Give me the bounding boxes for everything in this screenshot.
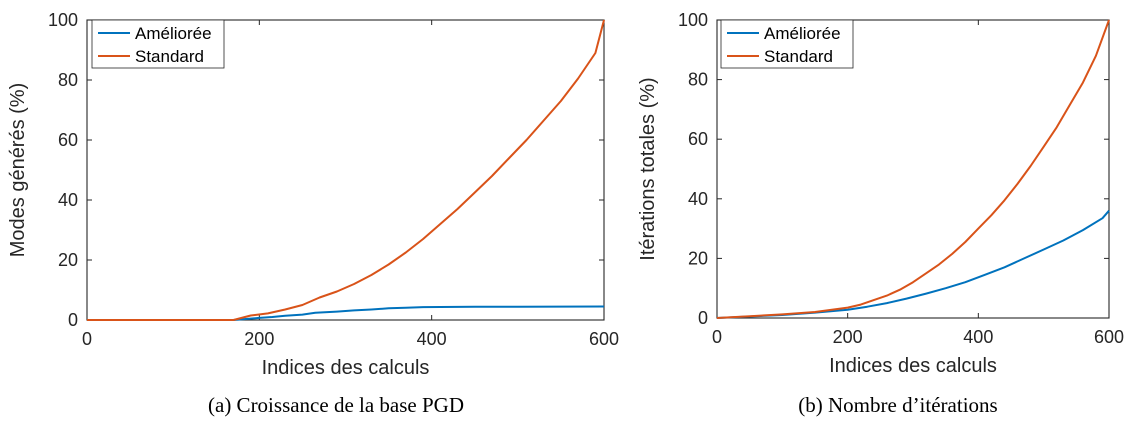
x-tick-label: 200	[833, 327, 863, 347]
axes-frame	[716, 19, 1110, 319]
x-axis-label: Indices des calculs	[829, 355, 997, 377]
y-tick-label: 80	[688, 70, 708, 90]
panel-b: 0 200 400 600 0 20 40 60 80 100 Indices des calcul…	[637, 10, 1124, 417]
x-tick-label: 600	[1094, 327, 1124, 347]
y-tick-label: 0	[68, 310, 78, 330]
legend-label: Améliorée	[764, 24, 841, 43]
y-tick-label: 60	[688, 129, 708, 149]
x-tick-label: 600	[589, 329, 619, 349]
y-tick-label: 20	[58, 250, 78, 270]
legend-label: Améliorée	[135, 24, 212, 43]
y-tick-label: 100	[678, 10, 708, 30]
series-line-amelioree	[716, 210, 1110, 319]
legend-box	[91, 19, 225, 69]
x-tick-label: 400	[417, 329, 447, 349]
series-line-amelioree	[87, 305, 605, 321]
y-tick-label: 100	[48, 10, 78, 30]
panel-a: 0 200 400 600 0 20 40 60 80 100 Indices des calcul…	[7, 10, 619, 417]
y-axis-label: Modes générés (%)	[7, 83, 29, 258]
axes-frame	[86, 19, 605, 321]
y-tick-label: 20	[688, 248, 708, 268]
x-tick-label: 0	[82, 329, 92, 349]
y-tick-label: 80	[58, 70, 78, 90]
y-axis-label: Itérations totales (%)	[637, 77, 659, 260]
x-axis-label: Indices des calculs	[262, 357, 430, 379]
legend-box	[720, 19, 854, 69]
x-tick-label: 0	[712, 327, 722, 347]
legend-label: Standard	[135, 47, 204, 66]
series-line-standard	[716, 19, 1110, 319]
figure-caption: (a) Croissance de la base PGD	[208, 393, 464, 417]
y-tick-label: 60	[58, 130, 78, 150]
y-tick-label: 40	[58, 190, 78, 210]
series-line-standard	[87, 19, 605, 321]
y-tick-label: 0	[698, 308, 708, 328]
legend-label: Standard	[764, 47, 833, 66]
y-tick-label: 40	[688, 189, 708, 209]
x-tick-label: 400	[963, 327, 993, 347]
figure-caption: (b) Nombre d’itérations	[798, 393, 997, 417]
x-tick-label: 200	[244, 329, 274, 349]
